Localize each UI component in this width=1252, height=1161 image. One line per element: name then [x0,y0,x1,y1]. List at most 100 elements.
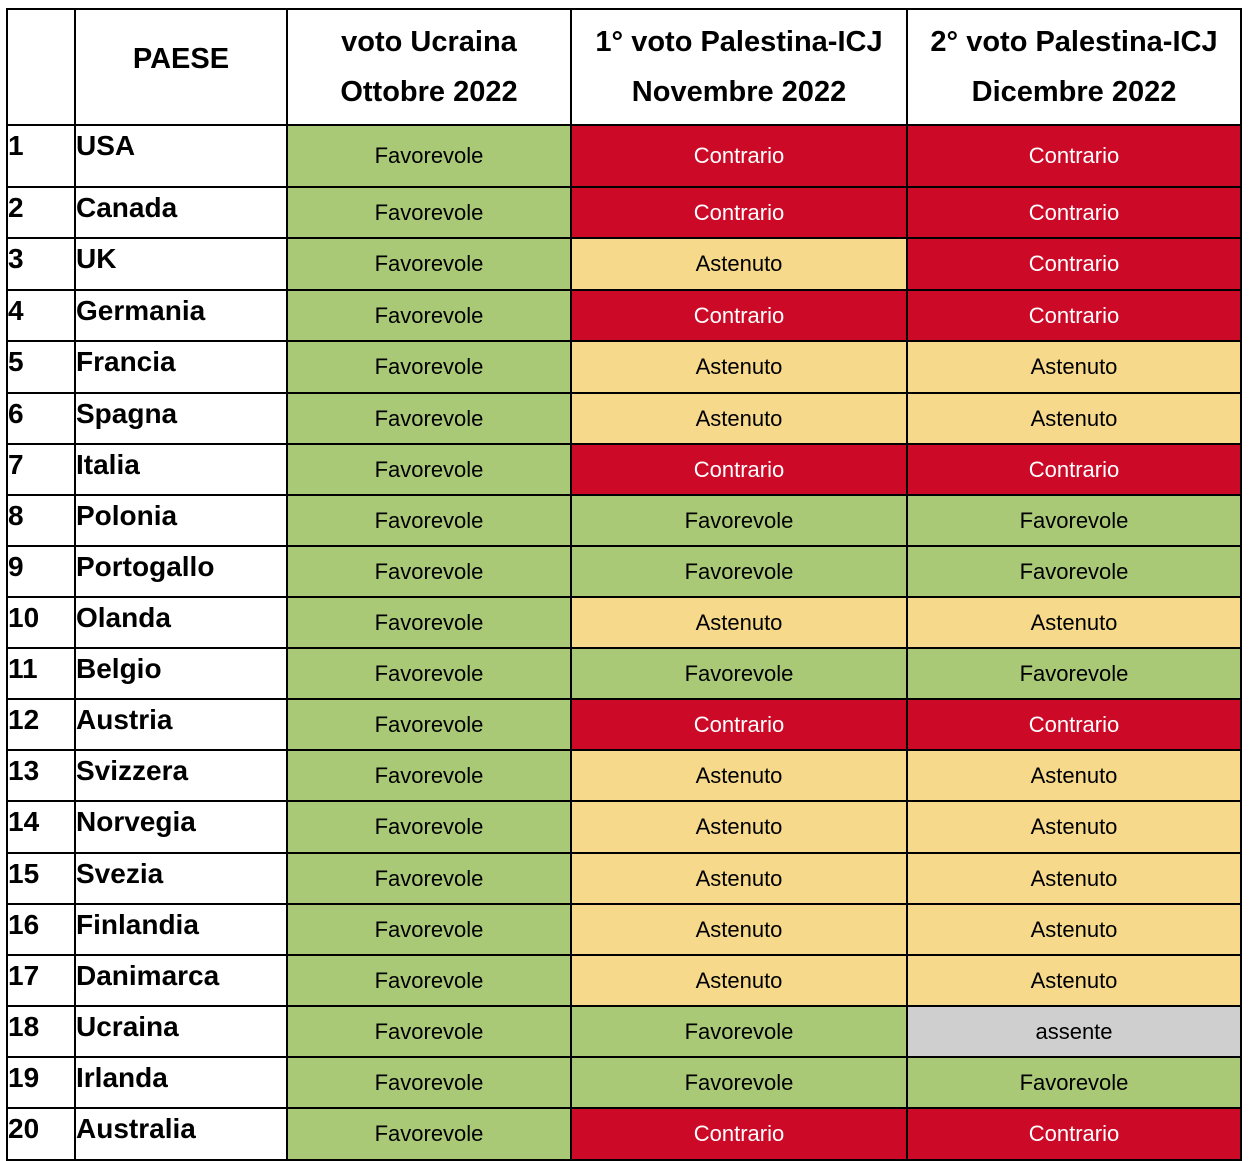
palestine-vote-1-cell: Astenuto [570,800,908,854]
row-number: 5 [6,340,76,394]
table-row: 2 Canada Favorevole Contrario Contrario [6,186,1242,239]
row-number: 20 [6,1107,76,1161]
ukraine-vote-cell: Favorevole [286,1005,572,1058]
header-palestine-vote-1: 1° voto Palestina-ICJ Novembre 2022 [570,8,908,126]
palestine-vote-2-cell: Astenuto [906,800,1242,854]
palestine-vote-2-cell: assente [906,1005,1242,1058]
header-palestine-vote-2-date: Dicembre 2022 [971,76,1177,108]
palestine-vote-1-cell: Contrario [570,443,908,496]
table-row: 8 Polonia Favorevole Favorevole Favorevole [6,494,1242,547]
palestine-vote-2-cell: Astenuto [906,852,1242,905]
ukraine-vote-cell: Favorevole [286,903,572,956]
palestine-vote-2-cell: Contrario [906,124,1242,188]
country-name: Olanda [74,596,288,649]
palestine-vote-2-cell: Contrario [906,698,1242,751]
palestine-vote-2-cell: Favorevole [906,1056,1242,1109]
palestine-vote-1-cell: Contrario [570,698,908,751]
palestine-vote-1-cell: Astenuto [570,237,908,291]
row-number: 3 [6,237,76,291]
table-row: 18 Ucraina Favorevole Favorevole assente [6,1005,1242,1058]
table-row: 6 Spagna Favorevole Astenuto Astenuto [6,392,1242,445]
ukraine-vote-cell: Favorevole [286,800,572,854]
country-name: Portogallo [74,545,288,598]
row-number: 8 [6,494,76,547]
country-name: Spagna [74,392,288,445]
table-row: 19 Irlanda Favorevole Favorevole Favorevole [6,1056,1242,1109]
palestine-vote-2-cell: Favorevole [906,494,1242,547]
country-name: UK [74,237,288,291]
ukraine-vote-cell: Favorevole [286,186,572,239]
country-name: Italia [74,443,288,496]
header-palestine-vote-1-date: Novembre 2022 [631,76,847,108]
header-ukraine-vote: voto Ucraina Ottobre 2022 [286,8,572,126]
palestine-vote-1-cell: Astenuto [570,596,908,649]
row-number: 16 [6,903,76,956]
ukraine-vote-cell: Favorevole [286,124,572,188]
header-ukraine-vote-date: Ottobre 2022 [340,76,518,108]
header-number [6,8,76,126]
palestine-vote-2-cell: Contrario [906,1107,1242,1161]
palestine-vote-1-cell: Favorevole [570,494,908,547]
ukraine-vote-cell: Favorevole [286,852,572,905]
row-number: 18 [6,1005,76,1058]
ukraine-vote-cell: Favorevole [286,340,572,394]
ukraine-vote-cell: Favorevole [286,1056,572,1109]
table-row: 16 Finlandia Favorevole Astenuto Astenuto [6,903,1242,956]
palestine-vote-2-cell: Astenuto [906,749,1242,802]
palestine-vote-2-cell: Astenuto [906,340,1242,394]
country-name: Svezia [74,852,288,905]
palestine-vote-2-cell: Favorevole [906,545,1242,598]
ukraine-vote-cell: Favorevole [286,494,572,547]
table-row: 9 Portogallo Favorevole Favorevole Favorevol… [6,545,1242,598]
palestine-vote-1-cell: Astenuto [570,903,908,956]
country-name: Danimarca [74,954,288,1007]
ukraine-vote-cell: Favorevole [286,749,572,802]
palestine-vote-1-cell: Astenuto [570,340,908,394]
country-name: Finlandia [74,903,288,956]
row-number: 2 [6,186,76,239]
row-number: 13 [6,749,76,802]
row-number: 17 [6,954,76,1007]
palestine-vote-2-cell: Astenuto [906,903,1242,956]
row-number: 6 [6,392,76,445]
vote-comparison-table: PAESE voto Ucraina Ottobre 2022 1° voto … [6,8,1242,1161]
country-name: Ucraina [74,1005,288,1058]
country-name: Polonia [74,494,288,547]
header-palestine-vote-2-title: 2° voto Palestina-ICJ [930,26,1218,58]
palestine-vote-2-cell: Contrario [906,289,1242,342]
row-number: 9 [6,545,76,598]
table-row: 20 Australia Favorevole Contrario Contrario [6,1107,1242,1161]
table-row: 11 Belgio Favorevole Favorevole Favorevole [6,647,1242,700]
palestine-vote-1-cell: Contrario [570,1107,908,1161]
row-number: 12 [6,698,76,751]
country-name: USA [74,124,288,188]
country-name: Germania [74,289,288,342]
country-name: Austria [74,698,288,751]
header-palestine-vote-1-title: 1° voto Palestina-ICJ [595,26,883,58]
row-number: 14 [6,800,76,854]
ukraine-vote-cell: Favorevole [286,289,572,342]
table-row: 7 Italia Favorevole Contrario Contrario [6,443,1242,496]
palestine-vote-1-cell: Astenuto [570,954,908,1007]
header-country: PAESE [74,8,288,126]
palestine-vote-1-cell: Contrario [570,186,908,239]
row-number: 4 [6,289,76,342]
country-name: Norvegia [74,800,288,854]
palestine-vote-2-cell: Contrario [906,237,1242,291]
row-number: 1 [6,124,76,188]
palestine-vote-1-cell: Favorevole [570,545,908,598]
ukraine-vote-cell: Favorevole [286,545,572,598]
table-row: 3 UK Favorevole Astenuto Contrario [6,237,1242,291]
palestine-vote-1-cell: Astenuto [570,852,908,905]
table-row: 17 Danimarca Favorevole Astenuto Astenuto [6,954,1242,1007]
palestine-vote-1-cell: Contrario [570,124,908,188]
table-row: 13 Svizzera Favorevole Astenuto Astenuto [6,749,1242,802]
palestine-vote-1-cell: Favorevole [570,647,908,700]
table-row: 14 Norvegia Favorevole Astenuto Astenuto [6,800,1242,854]
header-palestine-vote-2: 2° voto Palestina-ICJ Dicembre 2022 [906,8,1242,126]
header-country-label: PAESE [132,43,230,75]
table-body: 1 USA Favorevole Contrario Contrario 2 Canada F… [6,124,1242,1161]
row-number: 11 [6,647,76,700]
palestine-vote-1-cell: Favorevole [570,1005,908,1058]
table-row: 1 USA Favorevole Contrario Contrario [6,124,1242,188]
